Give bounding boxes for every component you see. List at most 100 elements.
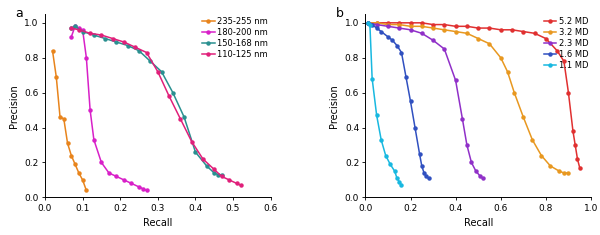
5.2 MD bbox=[452, 25, 459, 28]
110-125 nm bbox=[226, 179, 233, 181]
Y-axis label: Precision: Precision bbox=[9, 84, 19, 128]
110-125 nm bbox=[109, 37, 116, 40]
110-125 nm bbox=[154, 70, 161, 73]
Line: 235-255 nm: 235-255 nm bbox=[51, 49, 88, 192]
3.2 MD bbox=[418, 25, 425, 28]
180-200 nm bbox=[79, 28, 86, 31]
2.3 MD bbox=[459, 118, 466, 120]
150-168 nm bbox=[214, 173, 221, 176]
Line: 110-125 nm: 110-125 nm bbox=[70, 27, 242, 187]
3.2 MD bbox=[395, 23, 403, 26]
150-168 nm bbox=[211, 172, 218, 174]
1.1 MD bbox=[377, 138, 385, 141]
110-125 nm bbox=[121, 41, 128, 43]
1.6 MD bbox=[407, 100, 414, 103]
2.3 MD bbox=[395, 27, 403, 29]
235-255 nm bbox=[64, 142, 71, 145]
3.2 MD bbox=[504, 70, 511, 73]
235-255 nm bbox=[49, 49, 56, 52]
1.6 MD bbox=[364, 21, 371, 24]
3.2 MD bbox=[441, 28, 448, 31]
Legend: 235-255 nm, 180-200 nm, 150-168 nm, 110-125 nm: 235-255 nm, 180-200 nm, 150-168 nm, 110-… bbox=[202, 16, 269, 60]
150-168 nm bbox=[79, 30, 86, 33]
180-200 nm bbox=[113, 175, 120, 178]
5.2 MD bbox=[475, 27, 482, 29]
1.1 MD bbox=[391, 170, 398, 173]
1.1 MD bbox=[373, 114, 380, 117]
Legend: 5.2 MD, 3.2 MD, 2.3 MD, 1.6 MD, 1.1 MD: 5.2 MD, 3.2 MD, 2.3 MD, 1.6 MD, 1.1 MD bbox=[543, 16, 589, 71]
5.2 MD bbox=[572, 144, 579, 146]
235-255 nm bbox=[56, 116, 64, 118]
3.2 MD bbox=[497, 56, 505, 59]
1.6 MD bbox=[425, 177, 432, 180]
5.2 MD bbox=[463, 25, 470, 28]
3.2 MD bbox=[560, 172, 568, 174]
3.2 MD bbox=[364, 21, 371, 24]
180-200 nm bbox=[83, 56, 90, 59]
3.2 MD bbox=[520, 116, 527, 118]
150-168 nm bbox=[181, 116, 188, 118]
110-125 nm bbox=[233, 182, 241, 185]
1.6 MD bbox=[398, 51, 405, 54]
180-200 nm bbox=[75, 27, 82, 29]
5.2 MD bbox=[373, 21, 380, 24]
110-125 nm bbox=[131, 46, 139, 49]
180-200 nm bbox=[121, 179, 128, 181]
150-168 nm bbox=[203, 164, 210, 167]
3.2 MD bbox=[529, 138, 536, 141]
3.2 MD bbox=[556, 170, 563, 173]
Text: a: a bbox=[16, 7, 23, 20]
1.6 MD bbox=[377, 30, 385, 33]
3.2 MD bbox=[486, 42, 493, 45]
1.1 MD bbox=[366, 23, 373, 26]
5.2 MD bbox=[486, 27, 493, 29]
2.3 MD bbox=[477, 175, 484, 178]
5.2 MD bbox=[574, 158, 581, 161]
235-255 nm bbox=[53, 75, 60, 78]
1.1 MD bbox=[382, 154, 389, 157]
110-125 nm bbox=[199, 158, 206, 161]
1.6 MD bbox=[418, 164, 425, 167]
1.1 MD bbox=[394, 177, 401, 180]
5.2 MD bbox=[430, 23, 437, 26]
180-200 nm bbox=[68, 35, 75, 38]
180-200 nm bbox=[139, 187, 146, 190]
180-200 nm bbox=[86, 109, 94, 112]
2.3 MD bbox=[418, 32, 425, 35]
5.2 MD bbox=[542, 37, 550, 40]
110-125 nm bbox=[177, 118, 184, 120]
1.6 MD bbox=[422, 175, 430, 178]
180-200 nm bbox=[143, 189, 150, 192]
110-125 nm bbox=[143, 51, 150, 54]
2.3 MD bbox=[430, 39, 437, 42]
3.2 MD bbox=[430, 27, 437, 29]
3.2 MD bbox=[547, 164, 554, 167]
1.1 MD bbox=[395, 180, 403, 183]
3.2 MD bbox=[452, 30, 459, 33]
235-255 nm bbox=[68, 154, 75, 157]
3.2 MD bbox=[373, 21, 380, 24]
150-168 nm bbox=[218, 173, 226, 176]
1.6 MD bbox=[412, 126, 419, 129]
110-125 nm bbox=[68, 27, 75, 29]
150-168 nm bbox=[68, 27, 75, 29]
180-200 nm bbox=[128, 182, 135, 185]
3.2 MD bbox=[475, 37, 482, 40]
180-200 nm bbox=[71, 25, 79, 28]
180-200 nm bbox=[90, 138, 97, 141]
2.3 MD bbox=[468, 161, 475, 164]
2.3 MD bbox=[479, 177, 487, 180]
110-125 nm bbox=[188, 140, 195, 143]
110-125 nm bbox=[75, 28, 82, 31]
Line: 1.1 MD: 1.1 MD bbox=[366, 21, 403, 187]
150-168 nm bbox=[192, 151, 199, 153]
235-255 nm bbox=[79, 179, 86, 181]
110-125 nm bbox=[237, 184, 244, 187]
2.3 MD bbox=[472, 170, 479, 173]
150-168 nm bbox=[71, 25, 79, 28]
1.1 MD bbox=[398, 184, 405, 187]
150-168 nm bbox=[101, 37, 109, 40]
1.6 MD bbox=[368, 23, 376, 26]
3.2 MD bbox=[538, 154, 545, 157]
3.2 MD bbox=[511, 91, 518, 94]
